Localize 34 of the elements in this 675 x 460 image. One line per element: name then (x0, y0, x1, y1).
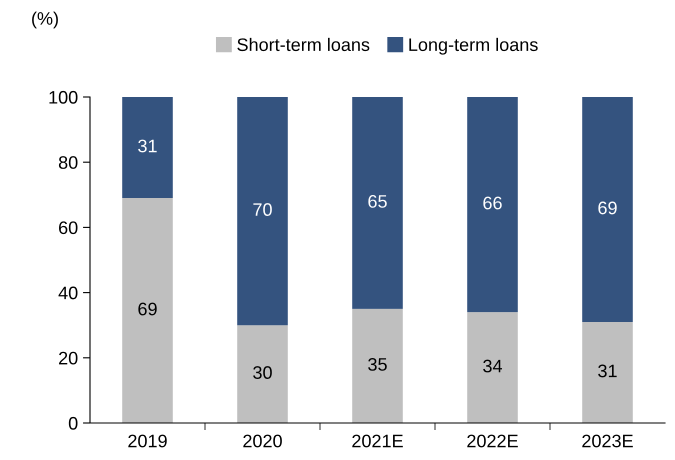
y-tick-label: 40 (58, 286, 78, 300)
y-axis-title: (%) (32, 12, 58, 28)
bar (467, 312, 518, 423)
data-label: 65 (368, 195, 387, 208)
y-tick-label: 20 (59, 352, 78, 365)
bar (237, 97, 288, 326)
data-label: 31 (138, 140, 157, 152)
x-tick-label: 2022E (467, 434, 518, 448)
bar (122, 97, 173, 198)
data-label: 30 (253, 366, 272, 379)
x-tick-label: 2020 (243, 434, 282, 448)
data-label: 69 (598, 202, 617, 214)
y-tick-label: 80 (58, 156, 78, 169)
x-tick-label: 2021E (352, 434, 403, 448)
bar (467, 97, 518, 312)
bar (122, 198, 173, 423)
data-label: 35 (368, 358, 387, 371)
data-label: 34 (483, 360, 502, 372)
legend-label: Long-term loans (409, 38, 538, 55)
bar (352, 308, 403, 423)
bar (582, 322, 633, 423)
x-tick-label: 2023E (582, 434, 633, 448)
data-label: 66 (483, 196, 502, 210)
legend-label: Short-term loans (237, 38, 370, 52)
bar (237, 325, 288, 423)
y-tick-label: 60 (59, 221, 78, 234)
y-tick-label: 100 (49, 90, 78, 104)
data-label: 31 (598, 364, 617, 378)
bar (582, 97, 633, 322)
y-tick-label: 0 (68, 416, 78, 430)
data-label: 70 (253, 203, 272, 216)
bar (352, 97, 403, 309)
data-label: 69 (138, 302, 157, 316)
x-tick-label: 2019 (128, 434, 167, 448)
